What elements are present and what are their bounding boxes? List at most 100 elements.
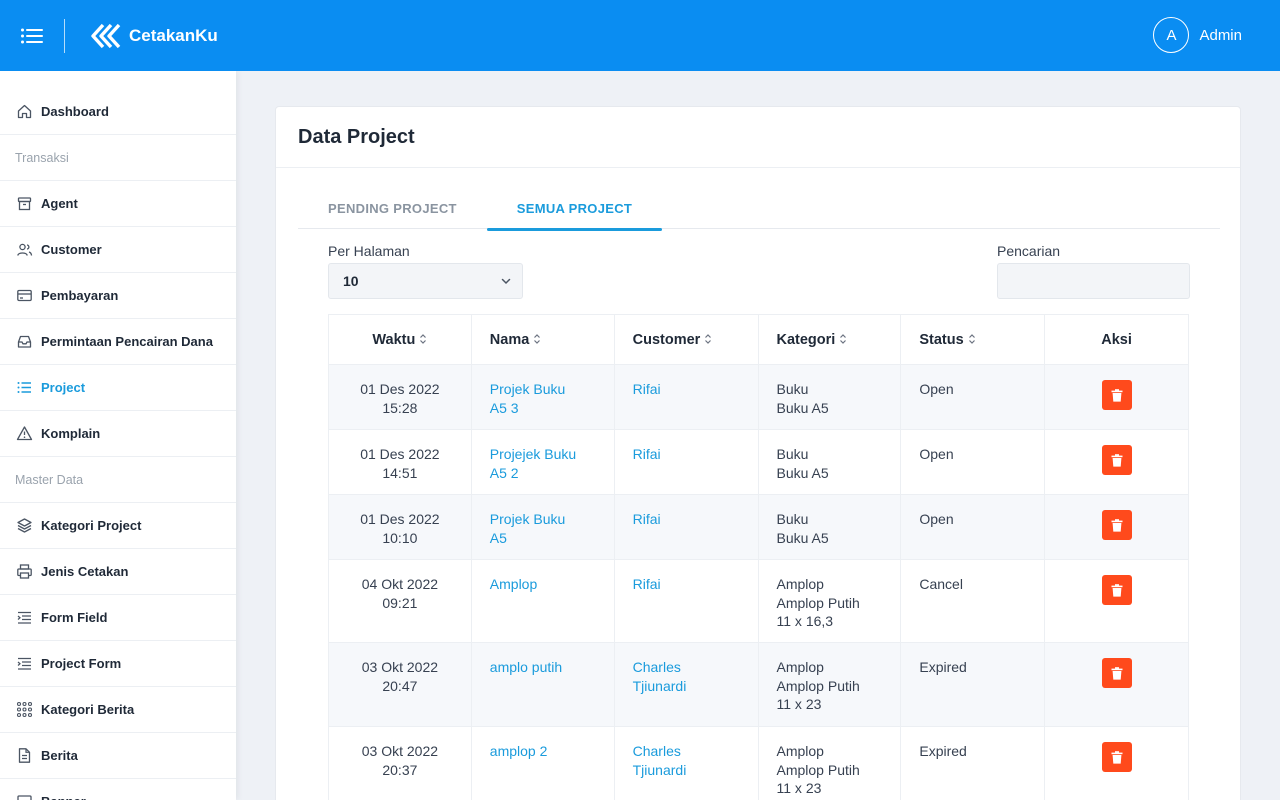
cell-kategori-line: Amplop Putih — [776, 594, 860, 611]
delete-button[interactable] — [1101, 445, 1132, 475]
sidebar-item-pembayaran[interactable]: Pembayaran — [0, 273, 236, 319]
cell-customer-link[interactable]: Rifai — [613, 364, 759, 430]
per-page-select[interactable]: 10 — [328, 263, 523, 299]
cell-nama-link-line[interactable]: amplop 2 — [489, 743, 548, 759]
delete-button[interactable] — [1101, 658, 1132, 688]
tab-pending-project[interactable]: PENDING PROJECT — [328, 200, 457, 216]
cell-customer-link-line[interactable]: Charles — [632, 659, 681, 675]
sidebar-item-label: Kategori Project — [41, 518, 142, 533]
sidebar-item-banner[interactable]: Banner — [0, 779, 236, 800]
indent-list-icon — [16, 655, 33, 672]
table-header-row: Waktu Nama Customer Kategori Status Aksi — [328, 314, 1189, 365]
sidebar-item-label: Komplain — [41, 426, 101, 441]
cell-nama-link[interactable]: Amplop — [470, 559, 615, 643]
sidebar-item-project[interactable]: Project — [0, 365, 236, 411]
column-header-kategori[interactable]: Kategori — [757, 314, 902, 365]
sidebar-item-komplain[interactable]: Komplain — [0, 411, 236, 457]
sidebar-item-jenis-cetakan[interactable]: Jenis Cetakan — [0, 549, 236, 595]
cell-nama-link-line[interactable]: amplo putih — [489, 659, 563, 675]
table-row: 03 Okt 2022 20:37 amplop 2 Charles Tjiunardi… — [328, 726, 1189, 800]
column-label: Customer — [632, 331, 701, 348]
card-header: Data Project — [276, 107, 1240, 168]
delete-button[interactable] — [1101, 575, 1132, 605]
cell-customer-link-line[interactable]: Rifai — [632, 576, 661, 592]
column-header-nama[interactable]: Nama — [470, 314, 615, 365]
cell-nama-link-line[interactable]: A5 3 — [489, 399, 519, 416]
menu-toggle-button[interactable] — [0, 0, 64, 71]
alert-triangle-icon — [16, 425, 33, 442]
cell-aksi — [1044, 726, 1189, 800]
search-input[interactable] — [997, 263, 1190, 299]
cell-kategori: Buku Buku A5 — [757, 429, 902, 495]
cell-customer-link-line[interactable]: Rifai — [632, 446, 661, 462]
cell-waktu-line: 03 Okt 2022 — [361, 659, 439, 675]
cell-customer-link-line[interactable]: Charles — [632, 743, 681, 759]
cell-kategori-line: Buku — [776, 511, 809, 527]
cell-status: Cancel — [900, 559, 1046, 643]
sidebar-item-kategori-project[interactable]: Kategori Project — [0, 503, 236, 549]
cell-nama-link[interactable]: amplo putih — [470, 642, 615, 727]
sidebar-item-customer[interactable]: Customer — [0, 227, 236, 273]
cell-status: Open — [900, 429, 1046, 495]
cell-customer-link[interactable]: Rifai — [613, 559, 759, 643]
cell-waktu: 01 Des 2022 10:10 — [328, 494, 472, 560]
delete-button[interactable] — [1101, 742, 1132, 772]
table-row: 01 Des 2022 15:28 Projek Buku A5 3 Rifai Buku… — [328, 364, 1189, 430]
tab-semua-project[interactable]: SEMUA PROJECT — [486, 187, 663, 231]
cell-aksi — [1044, 642, 1189, 727]
cell-nama-link-line[interactable]: Amplop — [489, 576, 538, 592]
cell-customer-link-line[interactable]: Tjiunardi — [632, 761, 687, 778]
username: Admin — [1199, 26, 1242, 44]
sort-icon — [840, 333, 847, 344]
cell-nama-link-line[interactable]: A5 2 — [489, 464, 519, 481]
sidebar-item-berita[interactable]: Berita — [0, 733, 236, 779]
column-label: Nama — [489, 331, 530, 348]
cell-nama-link[interactable]: Projek Buku A5 3 — [470, 364, 615, 430]
user-menu[interactable]: A Admin — [1153, 17, 1242, 53]
file-text-icon — [16, 747, 33, 764]
sidebar-item-project-form[interactable]: Project Form — [0, 641, 236, 687]
brand-name: CetakanKu — [129, 25, 218, 45]
delete-button[interactable] — [1101, 510, 1132, 540]
sidebar-item-label: Project Form — [41, 656, 122, 671]
header-divider — [64, 18, 65, 53]
cell-nama-link[interactable]: Projek Buku A5 — [470, 494, 615, 560]
column-header-status[interactable]: Status — [900, 314, 1046, 365]
cell-customer-link-line[interactable]: Rifai — [632, 511, 661, 527]
column-header-customer[interactable]: Customer — [613, 314, 759, 365]
sidebar-item-permintaan-pencairan-dana[interactable]: Permintaan Pencairan Dana — [0, 319, 236, 365]
cell-customer-link[interactable]: Rifai — [613, 429, 759, 495]
sidebar-item-label: Banner — [41, 794, 86, 800]
table-row: 01 Des 2022 10:10 Projek Buku A5 Rifai Buku Bu… — [328, 494, 1189, 560]
cell-nama-link[interactable]: amplop 2 — [470, 726, 615, 800]
sidebar-item-label: Jenis Cetakan — [41, 564, 129, 579]
cell-nama-link-line[interactable]: Projek Buku — [489, 511, 566, 527]
cell-waktu-line: 01 Des 2022 — [360, 446, 440, 462]
brand-logo[interactable]: CetakanKu — [89, 23, 218, 49]
archive-icon — [16, 195, 33, 212]
cell-customer-link[interactable]: Charles Tjiunardi — [613, 642, 759, 727]
column-header-aksi: Aksi — [1044, 314, 1189, 365]
cell-customer-link[interactable]: Charles Tjiunardi — [613, 726, 759, 800]
cell-customer-link-line[interactable]: Rifai — [632, 381, 661, 397]
cell-nama-link-line[interactable]: Projejek Buku — [489, 446, 577, 462]
sidebar-item-dashboard[interactable]: Dashboard — [0, 71, 236, 135]
delete-button[interactable] — [1101, 380, 1132, 410]
cell-kategori-line: Buku A5 — [776, 399, 829, 416]
sidebar-item-form-field[interactable]: Form Field — [0, 595, 236, 641]
sidebar-item-kategori-berita[interactable]: Kategori Berita — [0, 687, 236, 733]
cell-nama-link-line[interactable]: A5 — [489, 529, 507, 546]
printer-icon — [16, 563, 33, 580]
sidebar-item-agent[interactable]: Agent — [0, 181, 236, 227]
sidebar-section-master-data: Master Data — [0, 457, 236, 503]
cell-status: Expired — [900, 642, 1046, 727]
cell-nama-link[interactable]: Projejek Buku A5 2 — [470, 429, 615, 495]
trash-icon — [1111, 583, 1123, 597]
table-row: 01 Des 2022 14:51 Projejek Buku A5 2 Rifai Bu… — [328, 429, 1189, 495]
cell-customer-link-line[interactable]: Tjiunardi — [632, 677, 687, 694]
cell-waktu: 04 Okt 2022 09:21 — [328, 559, 472, 643]
cell-nama-link-line[interactable]: Projek Buku — [489, 381, 566, 397]
column-header-waktu[interactable]: Waktu — [328, 314, 472, 365]
cell-customer-link[interactable]: Rifai — [613, 494, 759, 560]
cell-kategori-line: Buku — [776, 381, 809, 397]
